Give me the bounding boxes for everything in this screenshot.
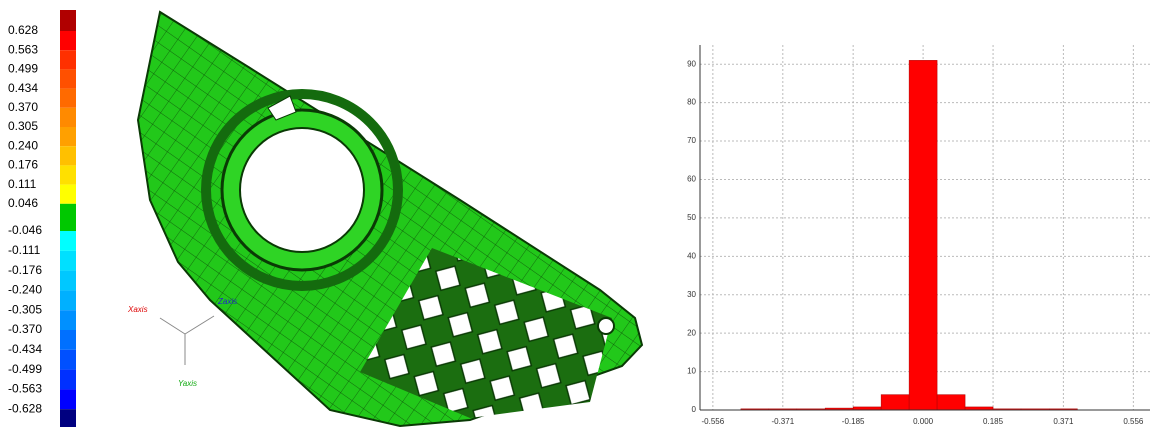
color-swatch: [60, 108, 76, 127]
y-tick-label: 80: [687, 98, 696, 107]
axis-z-label: Zaxis: [217, 297, 237, 306]
color-swatch: [60, 389, 76, 409]
x-tick-label: 0.000: [913, 417, 934, 426]
model-view: Xaxis Zaxis Yaxis: [127, 12, 642, 426]
bar: [881, 395, 909, 410]
y-tick-label: 30: [687, 290, 696, 299]
scale-label: 0.111: [8, 177, 37, 191]
color-scale: 0.628 0.563 0.499 0.434 0.370 0.305 0.240 0.176…: [8, 10, 76, 427]
scale-label: -0.628: [8, 401, 42, 415]
scale-label: 0.176: [8, 158, 38, 172]
color-swatch: [60, 50, 76, 69]
histogram: 0 10 20 30 40 50 60 70 80 90 -0.556 -0.371 -0.185 0.0…: [687, 45, 1150, 426]
y-tick-label: 70: [687, 136, 696, 145]
color-swatch: [60, 31, 76, 50]
y-tick-label: 50: [687, 213, 696, 222]
color-swatch: [60, 146, 76, 165]
color-swatch: [60, 10, 76, 31]
axis-y-label: Yaxis: [178, 379, 197, 388]
bar: [909, 60, 937, 410]
x-tick-label: -0.371: [771, 417, 794, 426]
x-tick-label: -0.556: [702, 417, 725, 426]
scale-label: -0.370: [8, 322, 42, 336]
scale-label: -0.046: [8, 223, 42, 237]
y-tick-label: 60: [687, 175, 696, 184]
y-tick-label: 0: [692, 405, 697, 414]
scale-label: 0.434: [8, 81, 38, 95]
scale-label: -0.499: [8, 362, 42, 376]
scale-label: -0.111: [8, 243, 41, 257]
hole: [240, 128, 364, 252]
scale-label: 0.563: [8, 42, 38, 56]
color-swatch: [60, 350, 76, 370]
screen: 0.628 0.563 0.499 0.434 0.370 0.305 0.240 0.176…: [0, 0, 1165, 429]
y-tick-label: 90: [687, 59, 696, 68]
mount-hole: [598, 318, 614, 334]
color-swatch: [60, 409, 76, 427]
scale-label: -0.176: [8, 263, 42, 277]
color-swatch: [60, 231, 76, 251]
color-swatch: [60, 251, 76, 271]
color-swatch: [60, 330, 76, 350]
y-tick-label: 40: [687, 251, 696, 260]
axis-x-label: Xaxis: [127, 305, 148, 314]
x-tick-label: 0.371: [1053, 417, 1074, 426]
scale-label: 0.240: [8, 138, 38, 152]
y-tick-label: 20: [687, 328, 696, 337]
scale-label: 0.305: [8, 119, 38, 133]
color-swatch: [60, 271, 76, 291]
color-swatch: [60, 290, 76, 310]
x-tick-label: 0.185: [983, 417, 1004, 426]
scale-label: 0.628: [8, 23, 38, 37]
axis-x: [160, 318, 185, 334]
color-swatch: [60, 370, 76, 390]
x-tick-label: -0.185: [842, 417, 865, 426]
bar: [937, 395, 965, 410]
y-tick-label: 10: [687, 367, 696, 376]
color-swatch: [60, 69, 76, 88]
color-swatch: [60, 165, 76, 184]
scale-label: -0.434: [8, 342, 42, 356]
axis-z: [185, 316, 214, 334]
scale-label: -0.305: [8, 302, 42, 316]
scale-label: 0.370: [8, 100, 38, 114]
color-swatch: [60, 89, 76, 108]
scale-label: -0.240: [8, 283, 42, 297]
color-swatch: [60, 127, 76, 146]
x-tick-label: 0.556: [1123, 417, 1144, 426]
scale-label: 0.046: [8, 196, 38, 210]
color-swatch: [60, 310, 76, 330]
scale-label: 0.499: [8, 62, 38, 76]
scale-label: -0.563: [8, 382, 42, 396]
color-swatch: [60, 204, 76, 231]
color-swatch: [60, 185, 76, 204]
